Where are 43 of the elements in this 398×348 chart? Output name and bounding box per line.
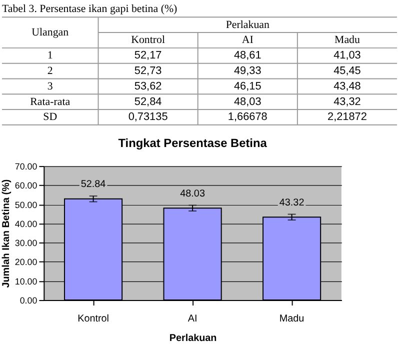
text: AI <box>242 34 254 46</box>
x-tick-label: Madu <box>279 313 304 324</box>
text: 1 <box>47 50 53 62</box>
data-label: 48.03 <box>180 188 206 200</box>
text: Ulangan <box>32 26 70 39</box>
text: 43,32 <box>334 96 361 108</box>
y-axis-title: Jumlah Ikan Betina (%) <box>0 179 12 288</box>
text: 52,84 <box>134 96 162 108</box>
text: 53,62 <box>134 80 162 92</box>
data-label: 52.84 <box>80 179 106 190</box>
text: Rata-rata <box>30 96 70 108</box>
y-tick-label: 20.00 <box>14 257 38 268</box>
text: Madu <box>334 34 360 46</box>
y-tick-label: 0.00 <box>20 296 38 306</box>
text: Kontrol <box>131 34 166 46</box>
chart-title: Tingkat Persentase Betina <box>118 136 268 150</box>
text: 45,45 <box>334 64 361 77</box>
text: 48,61 <box>234 50 262 62</box>
y-tick-label: 10.00 <box>14 276 38 286</box>
text: 0,73135 <box>128 111 168 124</box>
data-label: 43.32 <box>279 197 305 208</box>
text: 48,03 <box>234 96 262 108</box>
text: 2,21872 <box>327 111 367 124</box>
text: 43,48 <box>334 80 361 92</box>
x-tick-label: AI <box>188 313 198 324</box>
text: Tabel 3. Persentase ikan gapi betina (%) <box>2 3 178 16</box>
text: 1,66678 <box>228 111 268 124</box>
text: 46,15 <box>234 80 262 92</box>
text: 3 <box>47 80 54 92</box>
text: 52,17 <box>134 50 162 62</box>
text: 2 <box>47 64 53 77</box>
y-tick-label: 30.00 <box>14 238 38 248</box>
y-tick-label: 40.00 <box>14 218 38 229</box>
text: 41,03 <box>334 50 361 62</box>
y-tick-label: 60.00 <box>14 180 38 191</box>
text: SD <box>43 111 58 124</box>
y-tick-label: 50.00 <box>14 200 38 210</box>
x-tick-label: Kontrol <box>78 313 109 324</box>
x-axis-title: Perlakuan <box>169 333 217 344</box>
y-tick-label: 70.00 <box>14 162 38 172</box>
text: Perlakuan <box>226 18 270 31</box>
text: 49,33 <box>234 64 262 77</box>
text: 52,73 <box>134 64 162 77</box>
